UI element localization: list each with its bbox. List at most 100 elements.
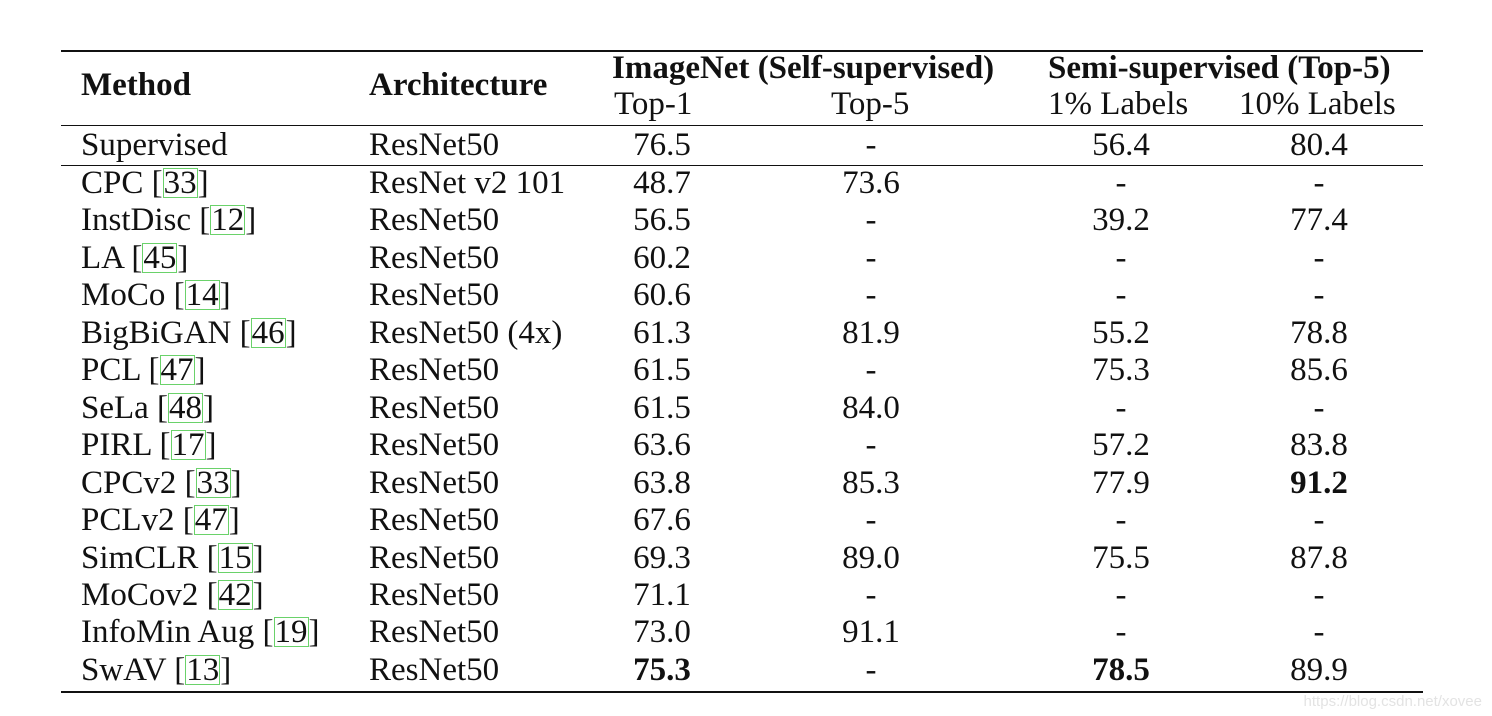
semi-1pct-cell: - (1115, 577, 1127, 613)
architecture-cell: ResNet50 (369, 277, 500, 313)
semi-10pct-cell: - (1313, 502, 1325, 538)
table-row: BigBiGAN [46] ResNet50 (4x) 61.3 81.9 55.2 78… (61, 315, 1423, 352)
semi-1pct-cell: 55.2 (1092, 315, 1150, 351)
header-rule (61, 125, 1423, 126)
architecture-cell: ResNet50 (369, 652, 500, 688)
method-cell: LA [45] (81, 240, 188, 277)
top5-cell: 84.0 (842, 390, 900, 426)
top1-cell: 61.3 (633, 315, 691, 351)
table-row: CPCv2 [33] ResNet50 63.8 85.3 77.9 91.2 (61, 465, 1423, 502)
architecture-cell: ResNet v2 101 (369, 165, 566, 201)
top5-cell: 73.6 (842, 165, 900, 201)
architecture-cell: ResNet50 (369, 352, 500, 388)
citation-close-bracket: ] (220, 652, 232, 688)
method-cell: MoCov2 [42] (81, 577, 264, 614)
method-cell: BigBiGAN [46] (81, 315, 297, 352)
header-semi-supervised-group: Semi-supervised (Top-5) (1048, 50, 1391, 86)
top5-cell: 89.0 (842, 540, 900, 576)
top5-cell: 91.1 (842, 614, 900, 650)
top5-cell: - (865, 127, 877, 163)
architecture-cell: ResNet50 (369, 202, 500, 238)
semi-10pct-cell: - (1313, 277, 1325, 313)
table-row: MoCo [14] ResNet50 60.6 - - - (61, 277, 1423, 314)
method-cell: CPC [33] (81, 165, 209, 202)
header-top5: Top-5 (831, 86, 910, 122)
semi-1pct-cell: 75.5 (1092, 540, 1150, 576)
table-row: Supervised ResNet50 76.5 - 56.4 80.4 (61, 127, 1423, 164)
citation-link[interactable]: 46 (250, 315, 286, 351)
citation-close-bracket: ] (230, 465, 242, 501)
semi-1pct-cell: - (1115, 277, 1127, 313)
top5-cell: - (865, 240, 877, 276)
architecture-cell: ResNet50 (369, 127, 500, 163)
semi-10pct-cell: 78.8 (1290, 315, 1348, 351)
architecture-cell: ResNet50 (369, 465, 500, 501)
architecture-cell: ResNet50 (369, 240, 500, 276)
method-cell: SeLa [48] (81, 390, 214, 427)
method-cell: InstDisc [12] (81, 202, 256, 239)
citation-close-bracket: ] (228, 502, 240, 538)
table-row: PCLv2 [47] ResNet50 67.6 - - - (61, 502, 1423, 539)
citation-link[interactable]: 17 (170, 427, 206, 463)
table-row: InfoMin Aug [19] ResNet50 73.0 91.1 - - (61, 614, 1423, 651)
top5-cell: - (865, 652, 877, 688)
architecture-cell: ResNet50 (369, 577, 500, 613)
semi-1pct-cell: 75.3 (1092, 352, 1150, 388)
citation-link[interactable]: 33 (195, 465, 231, 501)
semi-10pct-cell: 85.6 (1290, 352, 1348, 388)
semi-10pct-cell: 77.4 (1290, 202, 1348, 238)
top1-cell: 48.7 (633, 165, 691, 201)
top1-cell: 61.5 (633, 352, 691, 388)
citation-link[interactable]: 14 (184, 277, 220, 313)
citation-close-bracket: ] (252, 577, 264, 613)
top1-cell: 67.6 (633, 502, 691, 538)
method-cell: SimCLR [15] (81, 540, 264, 577)
header-top1: Top-1 (614, 86, 693, 122)
method-cell: MoCo [14] (81, 277, 231, 314)
citation-link[interactable]: 42 (217, 577, 253, 613)
method-name: LA [ (81, 240, 143, 276)
table-row: PIRL [17] ResNet50 63.6 - 57.2 83.8 (61, 427, 1423, 464)
method-name: MoCo [ (81, 277, 185, 313)
citation-link[interactable]: 48 (168, 390, 204, 426)
table-row: SeLa [48] ResNet50 61.5 84.0 - - (61, 390, 1423, 427)
top5-cell: - (865, 277, 877, 313)
semi-10pct-cell: - (1313, 240, 1325, 276)
citation-link[interactable]: 47 (193, 502, 229, 538)
watermark: https://blog.csdn.net/xovee (1303, 693, 1482, 710)
semi-10pct-cell: - (1313, 390, 1325, 426)
semi-10pct-cell: - (1313, 614, 1325, 650)
top1-cell: 63.6 (633, 427, 691, 463)
citation-link[interactable]: 45 (142, 240, 178, 276)
citation-link[interactable]: 33 (162, 165, 198, 201)
citation-link[interactable]: 19 (273, 614, 309, 650)
semi-1pct-cell: - (1115, 240, 1127, 276)
citation-close-bracket: ] (205, 427, 217, 463)
table-row: LA [45] ResNet50 60.2 - - - (61, 240, 1423, 277)
table-row: InstDisc [12] ResNet50 56.5 - 39.2 77.4 (61, 202, 1423, 239)
semi-10pct-cell: 87.8 (1290, 540, 1348, 576)
table-row: SimCLR [15] ResNet50 69.3 89.0 75.5 87.8 (61, 540, 1423, 577)
top5-cell: - (865, 502, 877, 538)
architecture-cell: ResNet50 (369, 427, 500, 463)
method-name: InstDisc [ (81, 202, 211, 238)
citation-close-bracket: ] (203, 390, 215, 426)
citation-link[interactable]: 12 (210, 202, 246, 238)
citation-link[interactable]: 47 (159, 352, 195, 388)
citation-close-bracket: ] (252, 540, 264, 576)
method-name: BigBiGAN [ (81, 315, 251, 351)
citation-close-bracket: ] (194, 352, 206, 388)
citation-close-bracket: ] (308, 614, 320, 650)
method-cell: PIRL [17] (81, 427, 217, 464)
architecture-cell: ResNet50 (369, 390, 500, 426)
citation-link[interactable]: 13 (185, 652, 221, 688)
semi-1pct-cell: - (1115, 614, 1127, 650)
semi-1pct-cell: - (1115, 390, 1127, 426)
top1-cell: 63.8 (633, 465, 691, 501)
citation-link[interactable]: 15 (217, 540, 253, 576)
method-name: SeLa [ (81, 390, 169, 426)
method-name: SwAV [ (81, 652, 186, 688)
method-name: Supervised (81, 127, 228, 163)
top5-cell: 85.3 (842, 465, 900, 501)
citation-close-bracket: ] (245, 202, 257, 238)
